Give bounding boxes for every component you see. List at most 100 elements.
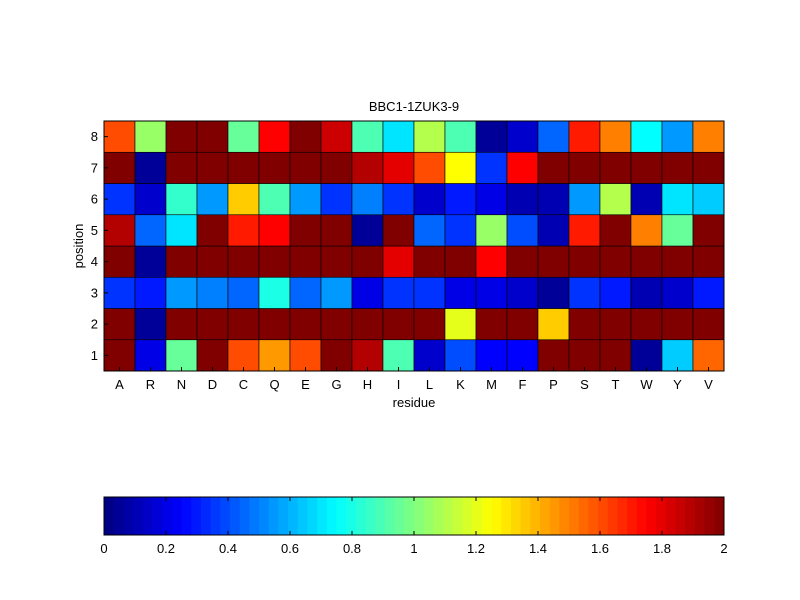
colorbar-tick-label: 0.2 — [157, 541, 175, 556]
colorbar-step — [191, 497, 202, 535]
colorbar-step — [656, 497, 667, 535]
heatmap-cell — [258, 308, 291, 341]
heatmap-cell — [475, 308, 508, 341]
heatmap-cell — [103, 308, 136, 341]
colorbar-step — [520, 497, 531, 535]
x-tick-label: S — [580, 377, 589, 392]
heatmap-cell — [444, 339, 477, 372]
colorbar-step — [355, 497, 366, 535]
colorbar-step — [307, 497, 318, 535]
x-tick-label: T — [612, 377, 620, 392]
heatmap-cell — [568, 308, 601, 341]
colorbar-step — [229, 497, 241, 535]
heatmap-cell — [165, 339, 198, 372]
colorbar-step — [607, 497, 618, 535]
heatmap-cell — [103, 120, 136, 153]
heatmap-cell — [568, 245, 601, 278]
x-axis-label: residue — [393, 395, 436, 410]
heatmap-cell — [382, 151, 415, 184]
colorbar-step — [152, 497, 163, 535]
heatmap-cell — [196, 120, 229, 153]
heatmap-cell — [444, 214, 477, 247]
heatmap-cell — [382, 276, 415, 309]
y-tick-label: 6 — [91, 192, 98, 207]
heatmap-cell — [134, 120, 167, 153]
colorbar-step — [210, 497, 221, 535]
colorbar-step — [578, 497, 589, 535]
y-tick-label: 2 — [91, 317, 98, 332]
heatmap-cell — [413, 183, 446, 216]
colorbar-step — [462, 497, 473, 535]
heatmap-cell — [227, 245, 260, 278]
heatmap-cell — [537, 120, 570, 153]
heatmap-cell — [165, 245, 198, 278]
heatmap-cell — [630, 151, 663, 184]
colorbar-step — [288, 497, 299, 535]
heatmap-cell — [289, 214, 322, 247]
x-tick-label: Y — [673, 377, 682, 392]
colorbar-tick-label: 2 — [720, 541, 727, 556]
colorbar-tick-label: 1.6 — [591, 541, 609, 556]
heatmap-cell — [661, 151, 694, 184]
colorbar — [104, 497, 725, 535]
heatmap-cell — [599, 151, 632, 184]
heatmap-cell — [568, 183, 601, 216]
colorbar-step — [636, 497, 647, 535]
heatmap-cell — [289, 183, 322, 216]
x-tick-label: H — [363, 377, 372, 392]
colorbar-step — [249, 497, 260, 535]
x-tick-label: M — [486, 377, 497, 392]
colorbar-step — [539, 497, 551, 535]
x-tick-label: E — [301, 377, 310, 392]
heatmap-cell — [537, 183, 570, 216]
colorbar-step — [685, 497, 696, 535]
heatmap-cell — [382, 339, 415, 372]
heatmap-cell — [413, 276, 446, 309]
heatmap-cell — [289, 245, 322, 278]
chart-title: BBC1-1ZUK3-9 — [369, 99, 459, 114]
heatmap-cell — [413, 339, 446, 372]
heatmap-cell — [692, 183, 725, 216]
heatmap-cell — [196, 276, 229, 309]
heatmap-cell — [258, 276, 291, 309]
heatmap-cell — [320, 151, 353, 184]
heatmap-cell — [289, 120, 322, 153]
colorbar-step — [704, 497, 715, 535]
heatmap-cell — [351, 183, 384, 216]
heatmap-cell — [227, 151, 260, 184]
heatmap-cell — [568, 214, 601, 247]
heatmap-cell — [537, 339, 570, 372]
colorbar-step — [123, 497, 134, 535]
heatmap-cell — [506, 214, 539, 247]
heatmap-cell — [692, 339, 725, 372]
heatmap-cell — [568, 276, 601, 309]
heatmap-cell — [537, 276, 570, 309]
heatmap-cell — [506, 151, 539, 184]
colorbar-step — [481, 497, 492, 535]
colorbar-step — [646, 497, 657, 535]
heatmap-cell — [289, 339, 322, 372]
heatmap-cell — [475, 151, 508, 184]
x-tick-label: V — [704, 377, 713, 392]
heatmap-cell — [227, 276, 260, 309]
heatmap-cell — [630, 308, 663, 341]
heatmap-cell — [506, 339, 539, 372]
x-tick-label: F — [519, 377, 527, 392]
heatmap-cell — [506, 120, 539, 153]
colorbar-step — [326, 497, 337, 535]
x-tick-label: K — [456, 377, 465, 392]
heatmap-cell — [320, 120, 353, 153]
heatmap-cell — [289, 276, 322, 309]
heatmap-cell — [103, 214, 136, 247]
colorbar-step — [598, 497, 609, 535]
heatmap-cell — [351, 339, 384, 372]
heatmap-cell — [320, 308, 353, 341]
heatmap-cell — [227, 339, 260, 372]
colorbar-step — [384, 497, 396, 535]
colorbar-step — [443, 497, 454, 535]
colorbar-step — [423, 497, 434, 535]
heatmap-cell — [506, 276, 539, 309]
colorbar-step — [239, 497, 250, 535]
heatmap-cell — [599, 214, 632, 247]
